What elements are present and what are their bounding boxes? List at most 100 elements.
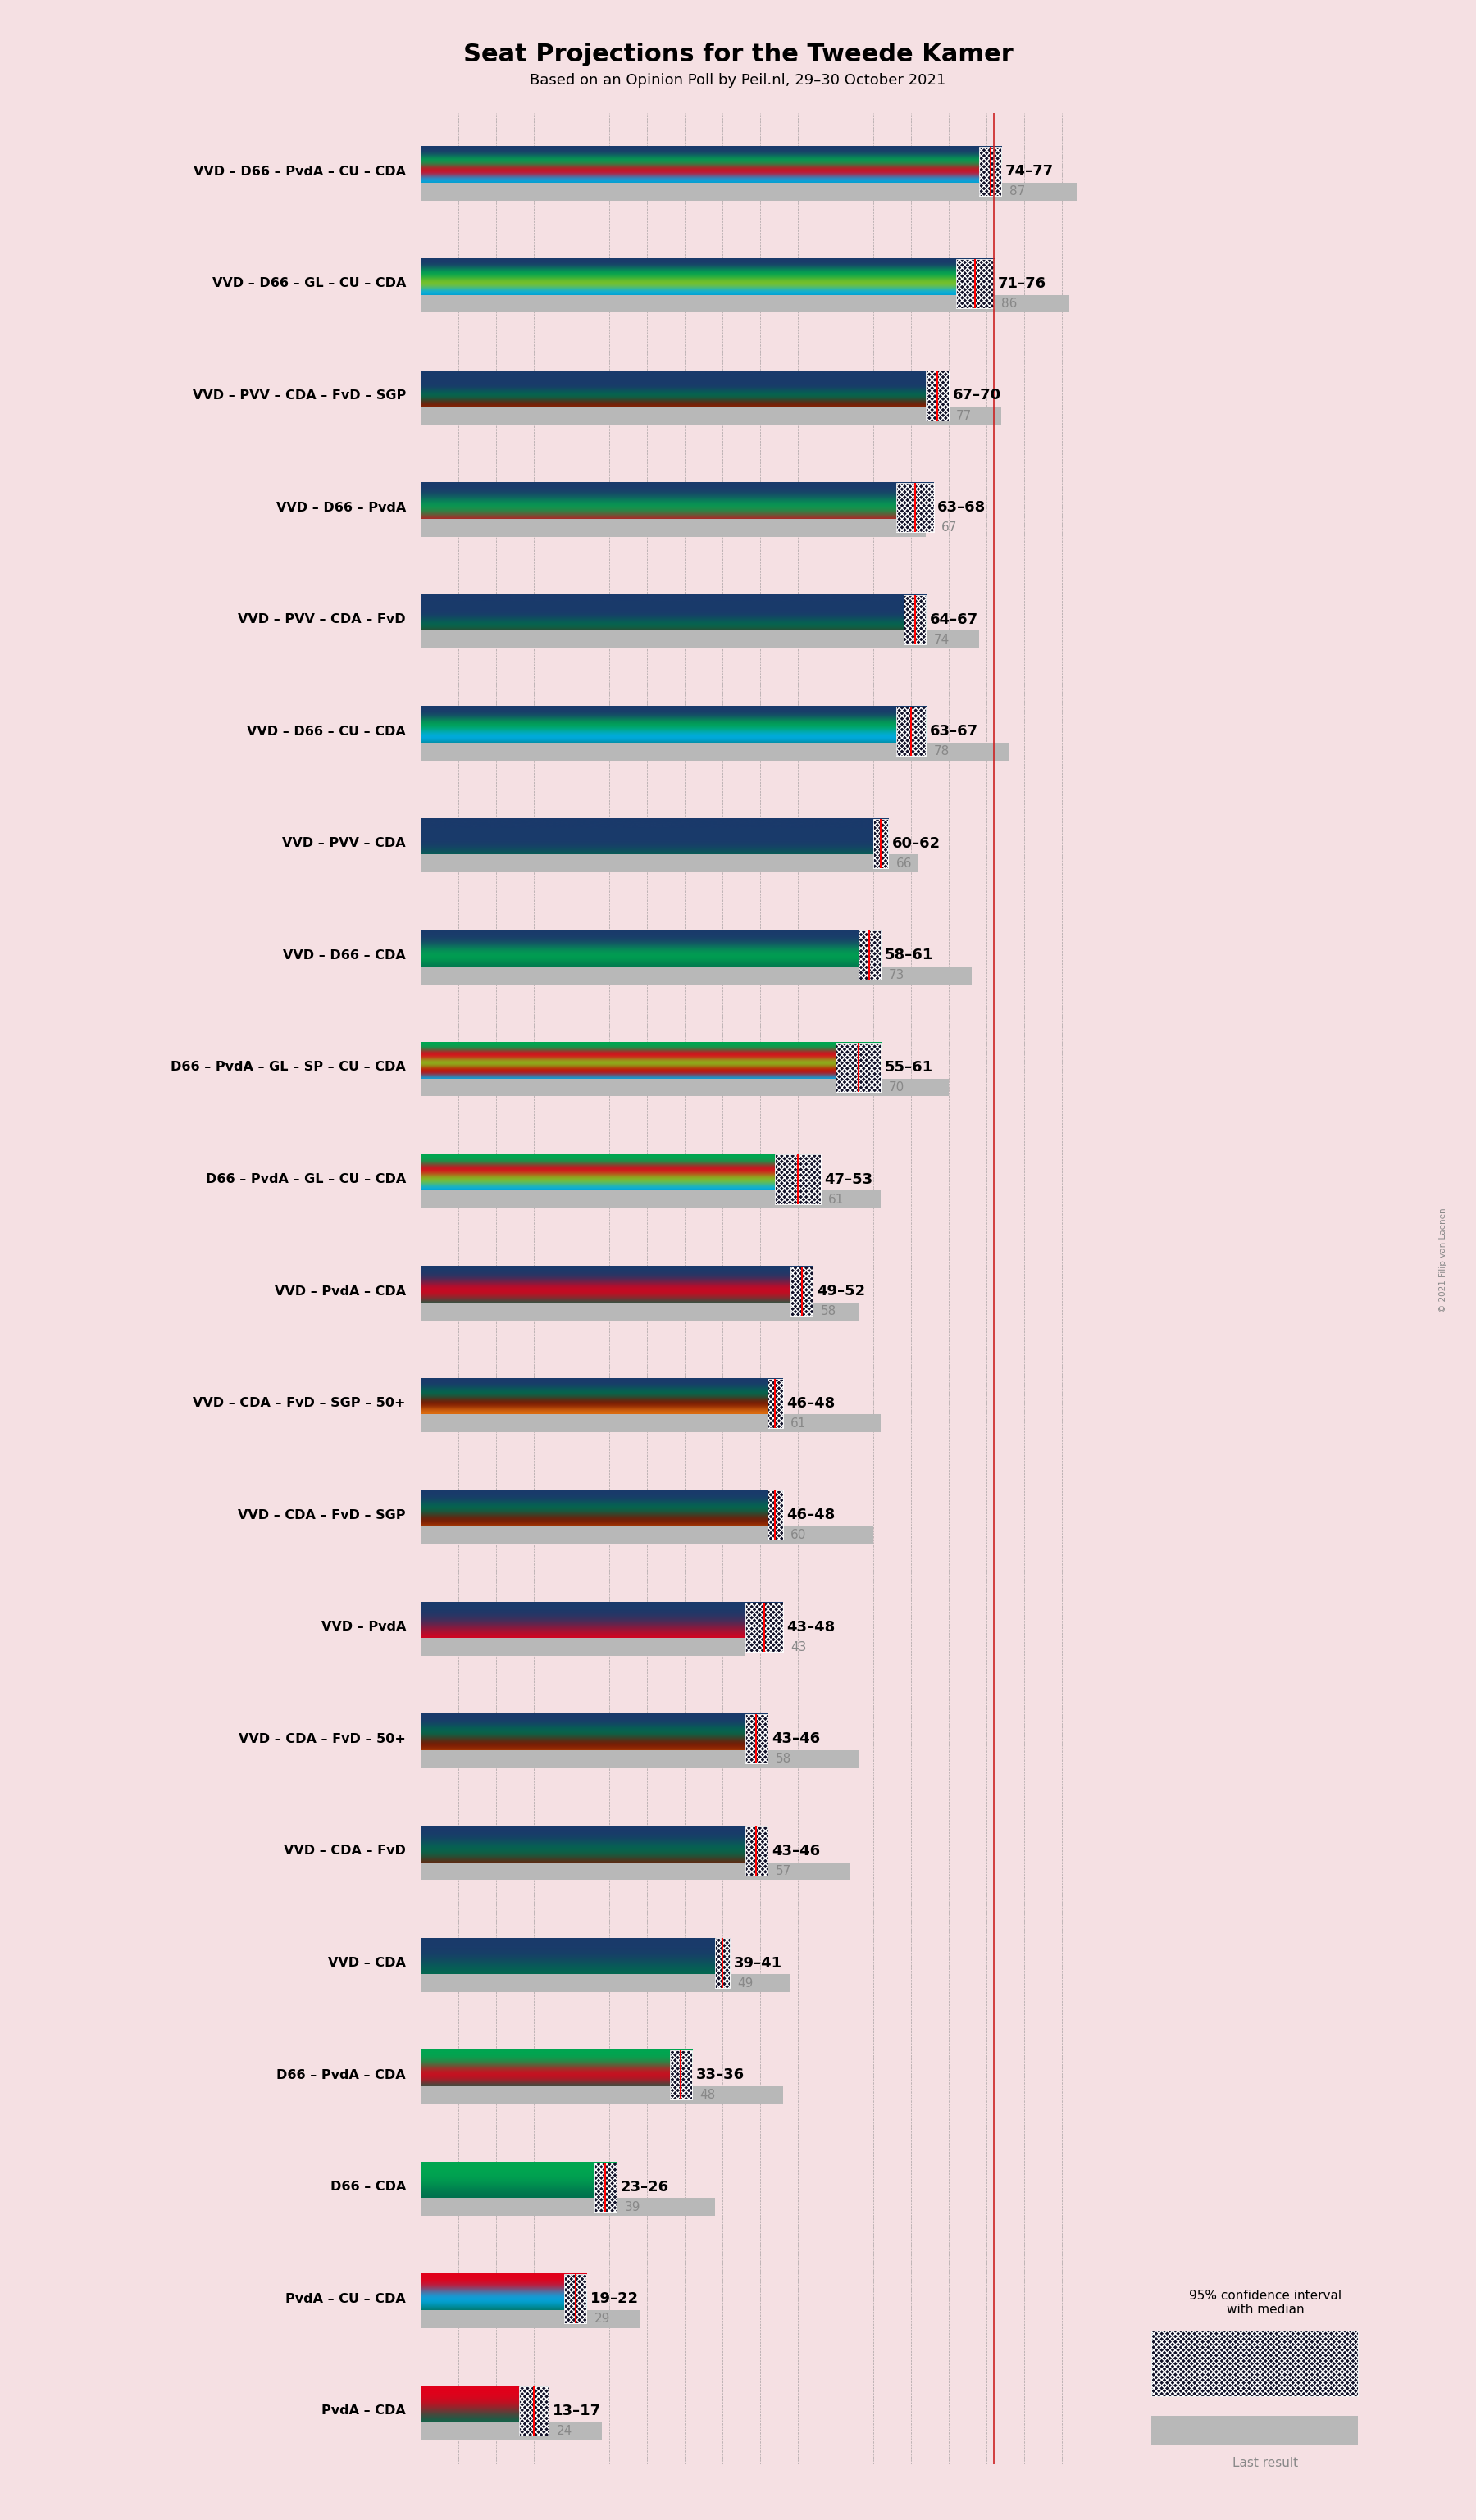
Text: 43–46: 43–46	[772, 1845, 821, 1857]
Text: 95% confidence interval
with median: 95% confidence interval with median	[1190, 2288, 1342, 2316]
Text: D66 – PvdA – GL – CU – CDA: D66 – PvdA – GL – CU – CDA	[205, 1174, 406, 1184]
Bar	[768, 1489, 782, 1540]
Bar	[421, 1189, 881, 1210]
Bar	[745, 1714, 768, 1764]
Bar	[421, 968, 971, 985]
Bar	[835, 1043, 881, 1091]
Bar	[421, 1079, 949, 1096]
Text: 13–17: 13–17	[552, 2404, 601, 2419]
Text: D66 – PvdA – CDA: D66 – PvdA – CDA	[276, 2069, 406, 2082]
Text: VVD – PvdA – CDA: VVD – PvdA – CDA	[275, 1285, 406, 1298]
Bar	[421, 630, 979, 648]
Text: 29: 29	[595, 2313, 610, 2326]
Bar	[745, 1714, 768, 1764]
Bar	[421, 2087, 782, 2104]
Text: VVD – CDA – FvD – SGP: VVD – CDA – FvD – SGP	[238, 1509, 406, 1522]
Text: 58: 58	[821, 1305, 837, 1318]
Text: 64–67: 64–67	[930, 612, 979, 627]
Text: 24: 24	[556, 2424, 573, 2437]
Text: © 2021 Filip van Laenen: © 2021 Filip van Laenen	[1439, 1207, 1448, 1313]
Text: 74–77: 74–77	[1005, 164, 1054, 179]
Bar	[421, 2311, 639, 2328]
Bar	[790, 1268, 813, 1315]
Text: 43: 43	[790, 1641, 806, 1653]
Bar	[421, 1862, 850, 1880]
Bar	[956, 260, 993, 307]
Bar	[714, 1938, 731, 1988]
Text: 71–76: 71–76	[998, 277, 1046, 290]
Bar	[595, 2162, 617, 2213]
Text: 47–53: 47–53	[824, 1172, 872, 1187]
Bar	[421, 2422, 602, 2439]
Text: 70: 70	[889, 1081, 905, 1094]
Bar	[956, 260, 993, 307]
Text: VVD – PVV – CDA: VVD – PVV – CDA	[282, 837, 406, 849]
Bar	[775, 1154, 821, 1205]
Bar	[421, 184, 1077, 202]
Text: VVD – PvdA: VVD – PvdA	[322, 1620, 406, 1633]
Text: 66: 66	[896, 857, 912, 869]
Bar	[745, 1603, 782, 1651]
Bar	[925, 370, 949, 421]
Bar	[518, 2386, 549, 2434]
Text: 73: 73	[889, 970, 905, 983]
Text: 61: 61	[828, 1194, 844, 1205]
Text: 55–61: 55–61	[884, 1061, 933, 1074]
Bar	[745, 1603, 782, 1651]
Bar	[595, 2162, 617, 2213]
Bar	[714, 1938, 731, 1988]
Bar	[896, 484, 934, 532]
Text: VVD – CDA – FvD – SGP – 50+: VVD – CDA – FvD – SGP – 50+	[193, 1396, 406, 1409]
Text: VVD – PVV – CDA – FvD – SGP: VVD – PVV – CDA – FvD – SGP	[192, 391, 406, 401]
Text: PvdA – CU – CDA: PvdA – CU – CDA	[285, 2293, 406, 2306]
Bar	[896, 484, 934, 532]
Text: 60–62: 60–62	[892, 837, 940, 852]
Text: 23–26: 23–26	[620, 2180, 669, 2195]
Bar	[745, 1827, 768, 1875]
Text: 39–41: 39–41	[734, 1956, 782, 1971]
Text: 39: 39	[624, 2200, 641, 2213]
Text: 78: 78	[934, 746, 949, 759]
Bar	[790, 1268, 813, 1315]
Text: 33–36: 33–36	[697, 2066, 744, 2082]
Bar	[903, 595, 925, 645]
Text: VVD – D66 – CDA: VVD – D66 – CDA	[283, 950, 406, 963]
Text: 61: 61	[790, 1416, 806, 1429]
Text: VVD – D66 – PvdA – CU – CDA: VVD – D66 – PvdA – CU – CDA	[193, 166, 406, 179]
Text: 58–61: 58–61	[884, 948, 933, 963]
Text: 57: 57	[775, 1865, 791, 1877]
Bar	[564, 2273, 586, 2323]
Text: VVD – D66 – GL – CU – CDA: VVD – D66 – GL – CU – CDA	[213, 277, 406, 290]
Bar	[896, 706, 925, 756]
Text: 67: 67	[942, 522, 956, 534]
Bar	[925, 370, 949, 421]
Bar	[421, 1751, 858, 1769]
Text: 77: 77	[956, 411, 973, 421]
Text: 67–70: 67–70	[952, 388, 1001, 403]
Bar	[874, 819, 889, 867]
Text: Based on an Opinion Poll by Peil.nl, 29–30 October 2021: Based on an Opinion Poll by Peil.nl, 29–…	[530, 73, 946, 88]
Text: 86: 86	[1002, 297, 1017, 310]
Text: Last result: Last result	[1232, 2457, 1299, 2470]
Text: VVD – D66 – PvdA: VVD – D66 – PvdA	[276, 501, 406, 514]
Bar	[421, 1973, 790, 1993]
Text: 46–48: 46–48	[787, 1507, 835, 1522]
Text: 19–22: 19–22	[590, 2291, 639, 2306]
Text: 87: 87	[1010, 186, 1024, 199]
Bar	[835, 1043, 881, 1091]
Text: 49: 49	[738, 1978, 753, 1988]
Bar	[421, 743, 1010, 761]
Text: Seat Projections for the Tweede Kamer: Seat Projections for the Tweede Kamer	[463, 43, 1013, 66]
Bar	[896, 706, 925, 756]
Bar	[1151, 2331, 1358, 2397]
Text: 49–52: 49–52	[816, 1283, 865, 1298]
Bar	[421, 295, 1070, 312]
Bar	[421, 854, 918, 872]
Bar	[979, 146, 1002, 197]
Text: 60: 60	[790, 1530, 806, 1542]
Text: 63–67: 63–67	[930, 723, 979, 738]
Text: 46–48: 46–48	[787, 1396, 835, 1411]
Bar	[903, 595, 925, 645]
Bar	[670, 2051, 692, 2099]
Text: 43–46: 43–46	[772, 1731, 821, 1746]
